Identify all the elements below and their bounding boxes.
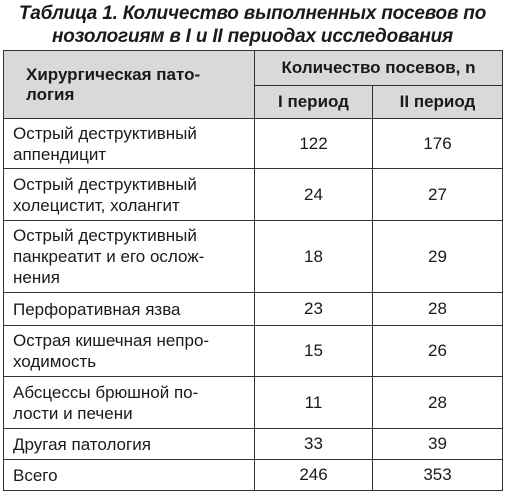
pathology-name-line: Острая кишечная непро- bbox=[13, 331, 210, 350]
pathology-name-cell: Другая патология bbox=[3, 428, 255, 460]
caption-line-2: нозологиям в I и II периодах исследовани… bbox=[51, 26, 454, 47]
period-2-value: 353 bbox=[372, 459, 503, 491]
period-1-value: 15 bbox=[254, 325, 373, 377]
surgical-pathology-table: Хирургическая пато- логия Количество пос… bbox=[3, 50, 503, 491]
period-1-value: 33 bbox=[254, 428, 373, 460]
period-2-value: 28 bbox=[372, 292, 503, 326]
pathology-name-line: Абсцессы брюшной по- bbox=[13, 382, 199, 402]
table-row: Всего 246 353 bbox=[3, 459, 503, 491]
header-period-2: II период bbox=[372, 85, 503, 119]
table-row: Острый деструктивный холецистит, холангит… bbox=[3, 168, 503, 221]
table-caption: Таблица 1. Количество выполненных посево… bbox=[0, 0, 505, 47]
pathology-name-line: лости и печени bbox=[13, 403, 133, 423]
period-1-value: 24 bbox=[254, 168, 373, 221]
table-row: Перфоративная язва 23 28 bbox=[3, 292, 503, 326]
pathology-name-line: панкреатит и его ослож- bbox=[13, 247, 205, 266]
header-pathology-line-1: Хирургическая пато- bbox=[26, 64, 201, 84]
period-1-value: 11 bbox=[254, 376, 373, 429]
table-row: Другая патология 33 39 bbox=[3, 428, 503, 460]
pathology-name-line: Острый деструктивный bbox=[13, 226, 197, 245]
pathology-name-line: Острый деструктивный bbox=[13, 123, 197, 143]
pathology-name-cell: Острый деструктивный аппендицит bbox=[3, 118, 255, 169]
header-pathology-line-2: логия bbox=[26, 84, 75, 104]
period-2-value: 27 bbox=[372, 168, 503, 221]
period-2-value: 29 bbox=[372, 220, 503, 293]
pathology-name-line: Другая патология bbox=[13, 434, 151, 454]
header-count: Количество посевов, n bbox=[254, 50, 503, 86]
caption-line-1: Таблица 1. Количество выполненных посево… bbox=[18, 3, 487, 24]
pathology-name-cell: Абсцессы брюшной по-лости и печени bbox=[3, 376, 255, 429]
header-row-1: Хирургическая пато- логия Количество пос… bbox=[3, 50, 503, 119]
pathology-name-line: нения bbox=[13, 268, 60, 287]
period-1-value: 122 bbox=[254, 118, 373, 169]
table-header: Хирургическая пато- логия Количество пос… bbox=[3, 50, 503, 119]
period-1-value: 18 bbox=[254, 220, 373, 293]
table-row: Абсцессы брюшной по-лости и печени 11 28 bbox=[3, 376, 503, 429]
period-1-value: 23 bbox=[254, 292, 373, 326]
period-2-value: 39 bbox=[372, 428, 503, 460]
header-pathology: Хирургическая пато- логия bbox=[3, 50, 255, 119]
period-2-value: 176 bbox=[372, 118, 503, 169]
table-row: Острый деструктивный аппендицит 122 176 bbox=[3, 118, 503, 169]
table-body: Острый деструктивный аппендицит 122 176 Остр… bbox=[3, 118, 503, 491]
table-row: Острая кишечная непро-ходимость 15 26 bbox=[3, 325, 503, 377]
pathology-name-line: холецистит, холангит bbox=[13, 195, 180, 215]
period-2-value: 28 bbox=[372, 376, 503, 429]
pathology-name-cell: Острый деструктивный панкреатит и его осл… bbox=[3, 220, 255, 293]
pathology-name-line: Всего bbox=[13, 465, 58, 485]
pathology-name-line: ходимость bbox=[13, 352, 97, 371]
pathology-name-cell: Всего bbox=[3, 459, 255, 491]
pathology-name-cell: Острая кишечная непро-ходимость bbox=[3, 325, 255, 377]
header-row-2: I период II период bbox=[4, 85, 503, 119]
pathology-name-cell: Перфоративная язва bbox=[3, 292, 255, 326]
table-row: Острый деструктивный панкреатит и его осл… bbox=[3, 220, 503, 293]
period-2-value: 26 bbox=[372, 325, 503, 377]
period-1-value: 246 bbox=[254, 459, 373, 491]
pathology-name-line: Острый деструктивный bbox=[13, 174, 197, 194]
pathology-name-cell: Острый деструктивный холецистит, холангит bbox=[3, 168, 255, 221]
pathology-name-line: аппендицит bbox=[13, 144, 107, 164]
header-period-1: I период bbox=[254, 85, 373, 119]
pathology-name-line: Перфоративная язва bbox=[13, 299, 181, 319]
